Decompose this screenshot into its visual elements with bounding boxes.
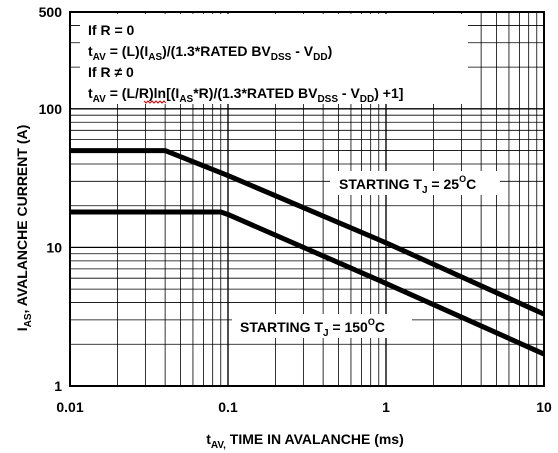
x-tick-label: 1 <box>382 399 390 415</box>
x-tick-label: 0.01 <box>56 399 83 415</box>
formula-line-1: If R = 0 <box>88 22 135 38</box>
series-line-25c <box>70 148 546 317</box>
x-tick-label: 10 <box>536 399 552 415</box>
series-line-150c <box>70 209 546 357</box>
tick-labels: 0.01 0.1 1 10 1 10 100 500 <box>39 4 552 415</box>
spellcheck-squiggle <box>143 100 167 104</box>
formula-line-4: tAV = (L/R)ln[(IAS*R)/(1.3*RATED BVDSS -… <box>88 85 403 105</box>
y-tick-label: 100 <box>39 101 63 117</box>
formula-line-2: tAV = (L)(IAS)/(1.3*RATED BVDSS - VDD) <box>88 43 332 63</box>
y-tick-label: 1 <box>54 378 62 394</box>
y-tick-label: 10 <box>46 239 62 255</box>
formula-box <box>80 14 468 104</box>
formula-line-3: If R ≠ 0 <box>88 64 134 80</box>
series-lines <box>70 148 546 357</box>
x-tick-label: 0.1 <box>218 399 238 415</box>
y-axis-title: IAS, AVALANCHE CURRENT (A) <box>14 125 34 332</box>
plot-frame <box>69 11 545 387</box>
x-axis-title: tAV, TIME IN AVALANCHE (ms) <box>206 431 404 451</box>
series-label-bg-150 <box>232 314 412 338</box>
series-label-150c: STARTING TJ = 150OC <box>240 317 385 339</box>
y-tick-label: 500 <box>39 4 63 20</box>
series-label-bg-25 <box>330 171 500 195</box>
series-label-25c: STARTING TJ = 25OC <box>339 174 476 196</box>
